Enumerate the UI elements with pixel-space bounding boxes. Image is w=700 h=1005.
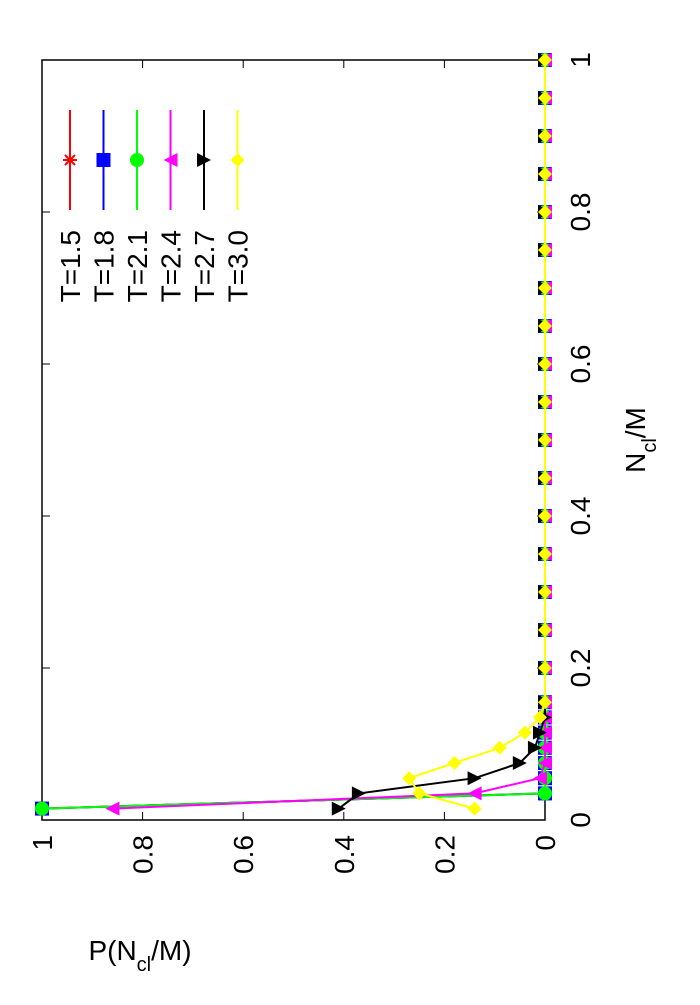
- x-tick-label: 0.2: [565, 649, 596, 688]
- marker: [538, 395, 552, 409]
- y-tick-label: 0: [530, 835, 561, 851]
- marker: [538, 695, 552, 710]
- marker: [538, 243, 552, 257]
- marker: [447, 756, 462, 770]
- marker: [512, 756, 527, 770]
- x-axis-label-part: cl: [639, 438, 661, 452]
- y-axis-label-part: P(N: [88, 935, 136, 966]
- marker: [538, 205, 552, 219]
- marker: [402, 771, 417, 786]
- marker: [467, 801, 482, 816]
- marker: [538, 786, 552, 801]
- marker: [538, 661, 552, 675]
- y-axis-label-part: cl: [137, 954, 151, 976]
- marker: [351, 786, 366, 801]
- marker: [527, 740, 542, 755]
- marker: [538, 471, 552, 485]
- marker: [492, 740, 507, 755]
- legend-label: T=2.1: [122, 230, 153, 302]
- y-tick-label: 0.2: [429, 835, 460, 874]
- marker: [538, 167, 552, 181]
- y-tick-label: 0.6: [228, 835, 259, 874]
- marker: [538, 509, 552, 523]
- series-line: [407, 60, 546, 810]
- series-line: [112, 60, 546, 810]
- y-axis-label-part: /M): [151, 935, 191, 966]
- marker: [532, 725, 547, 740]
- marker: [532, 771, 547, 786]
- marker: [538, 357, 552, 371]
- marker: [35, 801, 49, 816]
- y-tick-label: 1: [27, 835, 58, 851]
- marker: [197, 153, 211, 167]
- series-line: [41, 60, 546, 810]
- marker: [163, 153, 178, 167]
- series-line: [338, 60, 546, 810]
- marker: [230, 153, 245, 167]
- marker: [105, 801, 120, 816]
- marker: [538, 91, 552, 105]
- marker: [63, 153, 77, 167]
- marker: [538, 740, 552, 755]
- x-tick-label: 0: [565, 812, 596, 828]
- x-axis-label-part: N: [620, 453, 651, 473]
- legend-label: T=1.5: [55, 230, 86, 302]
- y-axis-label: P(Ncl/M): [88, 935, 191, 976]
- marker: [130, 153, 144, 167]
- marker: [467, 786, 482, 801]
- marker: [538, 433, 552, 447]
- legend-label: T=3.0: [223, 230, 254, 302]
- x-tick-label: 0.4: [565, 497, 596, 536]
- marker: [331, 801, 346, 816]
- marker: [538, 585, 552, 599]
- x-tick-label: 1: [565, 52, 596, 68]
- x-tick-label: 0.6: [565, 345, 596, 384]
- marker: [538, 756, 552, 770]
- plot-frame: [41, 59, 546, 821]
- legend-label: T=2.7: [189, 230, 220, 302]
- marker: [538, 53, 552, 67]
- x-axis-label: Ncl/M: [620, 407, 661, 473]
- marker: [538, 623, 552, 637]
- series-line: [41, 60, 546, 810]
- marker: [96, 153, 111, 167]
- x-axis-label-part: /M: [620, 407, 651, 438]
- marker: [467, 771, 482, 786]
- plot: 00.20.40.60.8100.20.40.60.81Ncl/MP(Ncl/M…: [27, 52, 661, 976]
- marker: [538, 281, 552, 295]
- marker: [538, 129, 552, 143]
- series-line: [41, 60, 546, 810]
- marker: [538, 547, 552, 561]
- marker: [538, 319, 552, 333]
- x-tick-label: 0.8: [565, 193, 596, 232]
- y-tick-label: 0.4: [329, 835, 360, 874]
- y-tick-label: 0.8: [128, 835, 159, 874]
- legend-label: T=2.4: [156, 230, 187, 302]
- legend-label: T=1.8: [89, 230, 120, 302]
